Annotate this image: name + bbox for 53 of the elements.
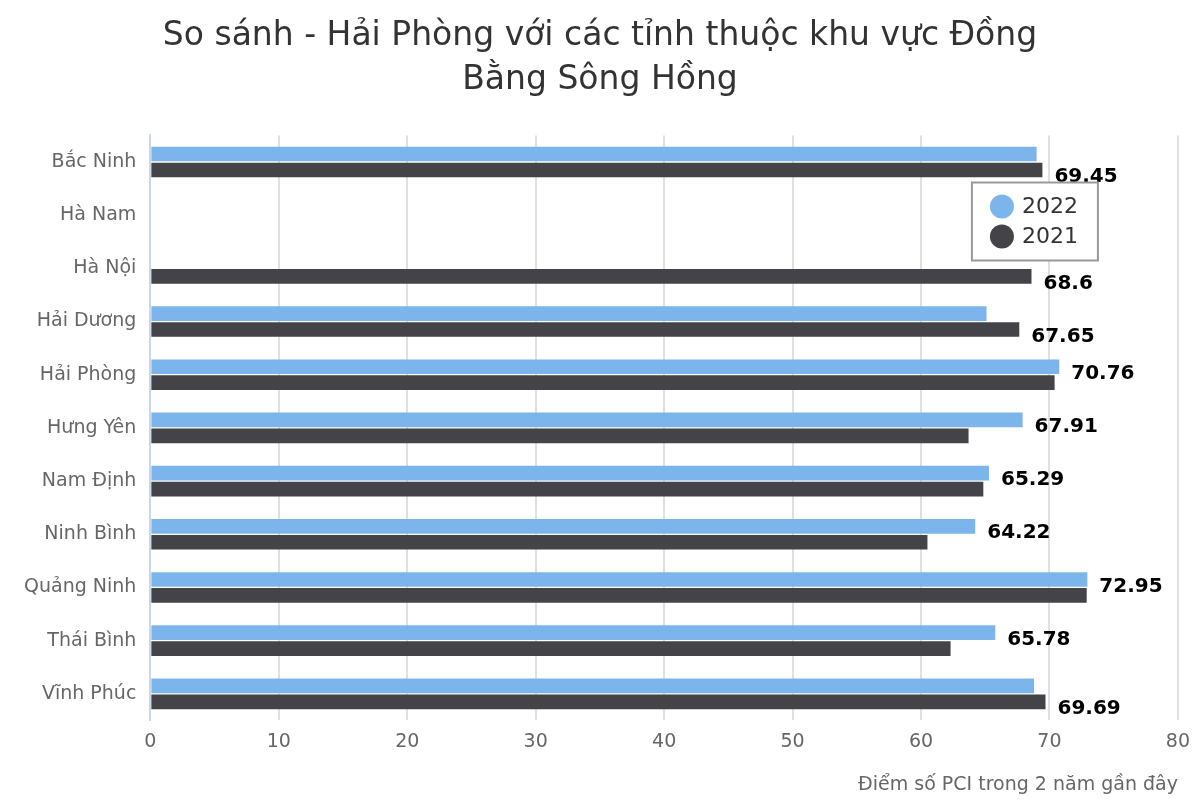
bar	[151, 641, 951, 656]
bar	[151, 162, 1043, 178]
data-label: 65.78	[1007, 625, 1071, 650]
bar	[151, 678, 1035, 694]
x-tick-label: 50	[780, 728, 805, 751]
y-tick-label: Bắc Ninh	[51, 148, 137, 171]
x-tick-label: 70	[1037, 728, 1062, 751]
bar	[151, 694, 1046, 710]
legend-label: 2021	[1021, 223, 1078, 249]
data-label: 67.65	[1031, 322, 1095, 347]
x-axis-title: Điểm số PCI trong 2 năm gần đây	[858, 771, 1178, 794]
x-tick-label: 30	[523, 728, 548, 751]
data-label: 64.22	[987, 519, 1051, 544]
bar	[151, 588, 1087, 603]
y-tick-label: Hà Nội	[73, 255, 137, 278]
bar	[151, 375, 1055, 391]
bar	[151, 625, 996, 640]
y-tick-label: Quảng Ninh	[24, 574, 137, 597]
bar	[151, 572, 1088, 587]
bar	[151, 465, 989, 481]
y-tick-label: Hưng Yên	[47, 414, 137, 437]
data-label: 70.76	[1071, 359, 1135, 384]
data-label: 65.29	[1000, 466, 1065, 491]
data-label: 72.95	[1099, 572, 1163, 597]
bar	[151, 359, 1060, 375]
y-tick-label: Vĩnh Phúc	[41, 680, 137, 703]
bar	[151, 412, 1023, 428]
x-tick-label: 10	[266, 728, 291, 751]
legend-label: 2022	[1021, 193, 1078, 219]
bar	[151, 306, 987, 321]
bar	[151, 481, 984, 497]
x-tick-label: 60	[908, 728, 934, 751]
x-tick-label: 20	[395, 728, 420, 751]
x-tick-label: 80	[1165, 728, 1191, 751]
x-tick-label: 40	[652, 728, 677, 751]
bar	[151, 146, 1037, 162]
bar	[151, 322, 1020, 337]
y-tick-label: Ninh Bình	[44, 521, 137, 544]
data-label: 68.6	[1043, 269, 1093, 294]
y-tick-label: Thái Bình	[46, 627, 137, 650]
bar	[151, 268, 1032, 284]
y-tick-label: Hải Phòng	[39, 361, 137, 384]
data-label: 67.91	[1034, 413, 1098, 438]
y-tick-label: Hải Dương	[36, 308, 137, 331]
bar	[151, 428, 969, 444]
data-label: 69.45	[1054, 163, 1118, 188]
x-tick-label: 0	[144, 728, 157, 751]
y-tick-label: Hà Nam	[60, 202, 137, 225]
y-tick-label: Nam Định	[41, 468, 137, 491]
chart-title: So sánh - Hải Phòng với các tỉnh thuộc khu vực Đồng Bằng Sông Hồng	[161, 13, 1039, 99]
bar	[151, 518, 976, 534]
bar	[151, 534, 928, 550]
data-label: 69.69	[1057, 694, 1121, 719]
